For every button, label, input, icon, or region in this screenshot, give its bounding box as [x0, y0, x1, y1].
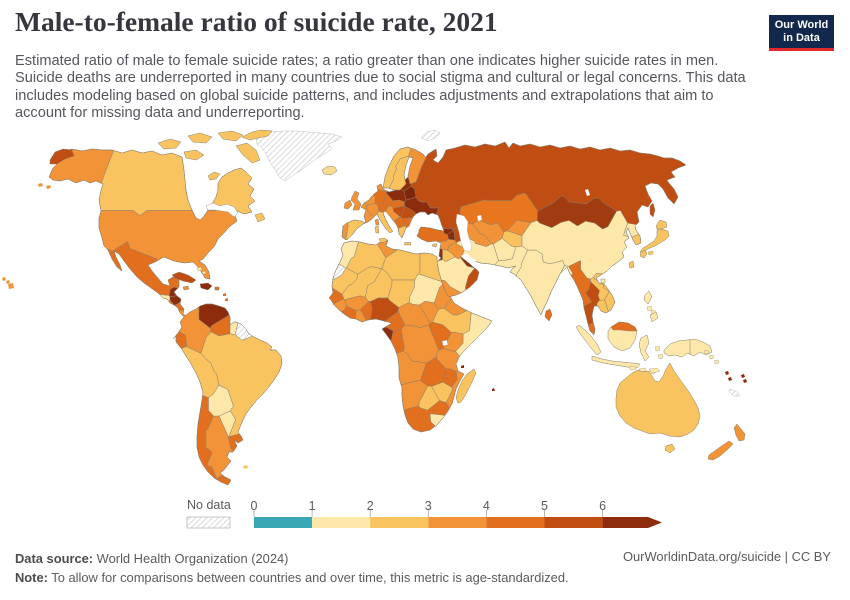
svg-text:6: 6 — [599, 499, 606, 513]
svg-text:4: 4 — [483, 499, 490, 513]
svg-text:3: 3 — [425, 499, 432, 513]
svg-text:5: 5 — [541, 499, 548, 513]
svg-text:0: 0 — [251, 499, 258, 513]
svg-text:2: 2 — [367, 499, 374, 513]
svg-text:1: 1 — [309, 499, 316, 513]
